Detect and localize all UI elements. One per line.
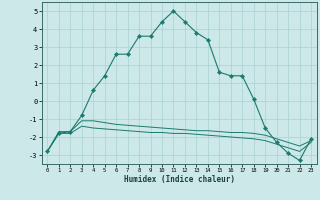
- X-axis label: Humidex (Indice chaleur): Humidex (Indice chaleur): [124, 175, 235, 184]
